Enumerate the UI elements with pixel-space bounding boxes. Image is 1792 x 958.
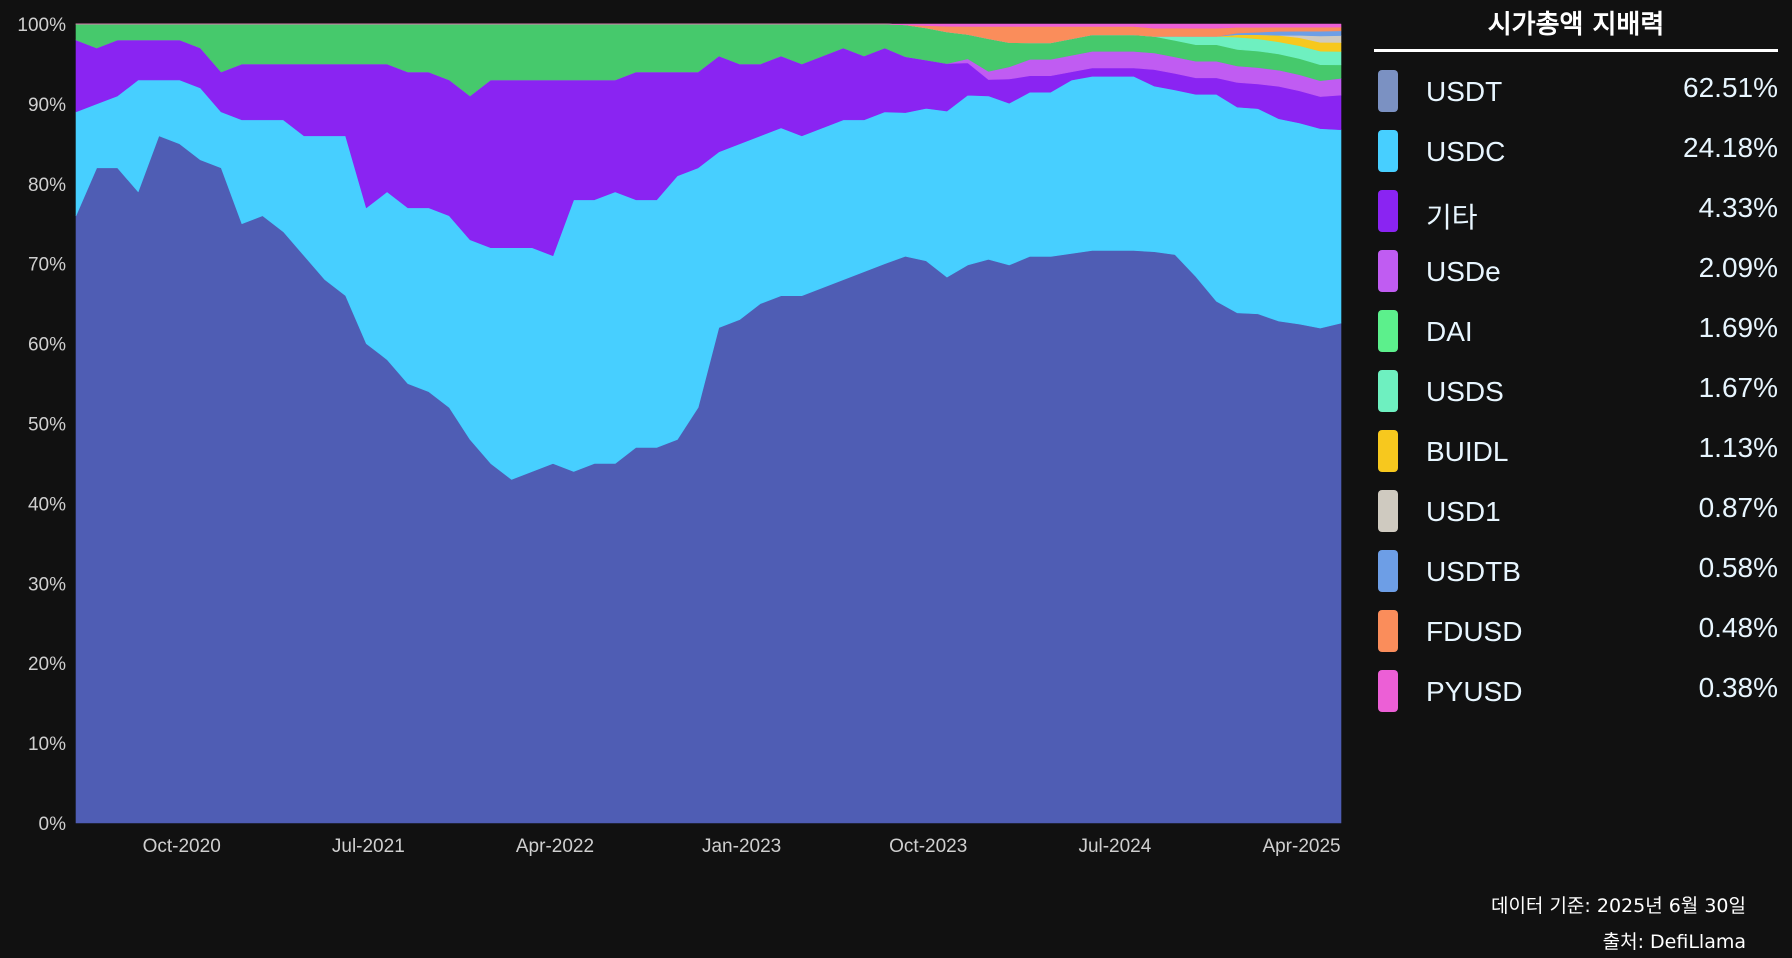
y-tick-label: 90% bbox=[28, 95, 66, 116]
area-pyusd bbox=[75, 23, 1342, 29]
legend-item-value: 0.87% bbox=[1698, 492, 1778, 523]
legend-item-name: FDUSD bbox=[1426, 616, 1523, 647]
legend-item-name: USD1 bbox=[1426, 496, 1501, 527]
legend-swatch bbox=[1378, 130, 1398, 172]
y-axis: 0% 10% 20% 30% 40% 50% 60% 70% 80% 90% 100% bbox=[17, 15, 66, 835]
x-tick-label: Oct-2020 bbox=[143, 836, 221, 857]
y-tick-label: 80% bbox=[28, 175, 66, 196]
y-tick-label: 0% bbox=[39, 814, 67, 835]
legend-swatch bbox=[1378, 310, 1398, 352]
legend-item-name: USDT bbox=[1426, 76, 1503, 107]
legend-item-value: 0.58% bbox=[1698, 552, 1778, 583]
legend-title: 시가총액 지배력 bbox=[1374, 4, 1778, 52]
legend-item: FDUSD 0.48% bbox=[1374, 602, 1778, 662]
legend-swatch bbox=[1378, 370, 1398, 412]
legend-swatch bbox=[1378, 70, 1398, 112]
y-tick-label: 100% bbox=[17, 15, 66, 36]
legend-item-name: USDC bbox=[1426, 136, 1506, 167]
legend-item-value: 0.48% bbox=[1698, 612, 1778, 643]
legend-panel: 시가총액 지배력 USDT 62.51% USDC 24.18% 기타 4.33% USDe… bbox=[1374, 4, 1778, 722]
legend-item-value: 62.51% bbox=[1683, 72, 1778, 103]
data-date-note: 데이터 기준: 2025년 6월 30일 bbox=[1490, 895, 1746, 917]
x-axis: Oct-2020 Jul-2021 Apr-2022 Jan-2023 Oct-2023… bbox=[143, 836, 1341, 857]
legend-item-value: 2.09% bbox=[1698, 252, 1778, 283]
legend-item-value: 0.38% bbox=[1698, 672, 1778, 703]
legend-item: USDTB 0.58% bbox=[1374, 542, 1778, 602]
legend-item: USDS 1.67% bbox=[1374, 362, 1778, 422]
legend-item-name: PYUSD bbox=[1426, 676, 1523, 707]
stacked-area-chart: 0% 10% 20% 30% 40% 50% 60% 70% 80% 90% 100% Oct-20… bbox=[17, 15, 1342, 857]
legend-item-name: USDS bbox=[1426, 376, 1504, 407]
y-tick-label: 60% bbox=[28, 335, 66, 356]
legend-item-name: USDe bbox=[1426, 256, 1501, 287]
x-tick-label: Jul-2024 bbox=[1078, 836, 1151, 857]
legend-item-value: 1.69% bbox=[1698, 312, 1778, 343]
legend-swatch bbox=[1378, 550, 1398, 592]
y-tick-label: 70% bbox=[28, 255, 66, 276]
legend-list: USDT 62.51% USDC 24.18% 기타 4.33% USDe 2.09% DAI 1… bbox=[1374, 62, 1778, 722]
legend-item-value: 4.33% bbox=[1698, 192, 1778, 223]
legend-swatch bbox=[1378, 670, 1398, 712]
y-tick-label: 20% bbox=[28, 654, 66, 675]
x-tick-label: Jan-2023 bbox=[702, 836, 781, 857]
legend-swatch bbox=[1378, 490, 1398, 532]
legend-item-name: BUIDL bbox=[1426, 436, 1509, 467]
y-tick-label: 50% bbox=[28, 415, 66, 436]
legend-swatch bbox=[1378, 250, 1398, 292]
legend-item-name: 기타 bbox=[1426, 202, 1478, 233]
legend-item: BUIDL 1.13% bbox=[1374, 422, 1778, 482]
y-tick-label: 30% bbox=[28, 574, 66, 595]
legend-item: USDC 24.18% bbox=[1374, 122, 1778, 182]
legend-swatch bbox=[1378, 610, 1398, 652]
legend-item-value: 24.18% bbox=[1683, 132, 1778, 163]
x-tick-label: Apr-2022 bbox=[516, 836, 594, 857]
x-tick-label: Oct-2023 bbox=[889, 836, 967, 857]
legend-item-name: DAI bbox=[1426, 316, 1473, 347]
legend-swatch bbox=[1378, 430, 1398, 472]
source-note: 출처: DefiLlama bbox=[1602, 931, 1746, 953]
legend-item-value: 1.13% bbox=[1698, 432, 1778, 463]
legend-item: PYUSD 0.38% bbox=[1374, 662, 1778, 722]
legend-item: USD1 0.87% bbox=[1374, 482, 1778, 542]
area-series-group bbox=[75, 23, 1342, 824]
legend-swatch bbox=[1378, 190, 1398, 232]
y-tick-label: 10% bbox=[28, 734, 66, 755]
legend-item-value: 1.67% bbox=[1698, 372, 1778, 403]
legend-item: USDT 62.51% bbox=[1374, 62, 1778, 122]
legend-item: DAI 1.69% bbox=[1374, 302, 1778, 362]
legend-item-name: USDTB bbox=[1426, 556, 1521, 587]
legend-item: 기타 4.33% bbox=[1374, 182, 1778, 242]
x-tick-label: Jul-2021 bbox=[332, 836, 405, 857]
x-tick-label: Apr-2025 bbox=[1262, 836, 1340, 857]
y-tick-label: 40% bbox=[28, 494, 66, 515]
legend-item: USDe 2.09% bbox=[1374, 242, 1778, 302]
